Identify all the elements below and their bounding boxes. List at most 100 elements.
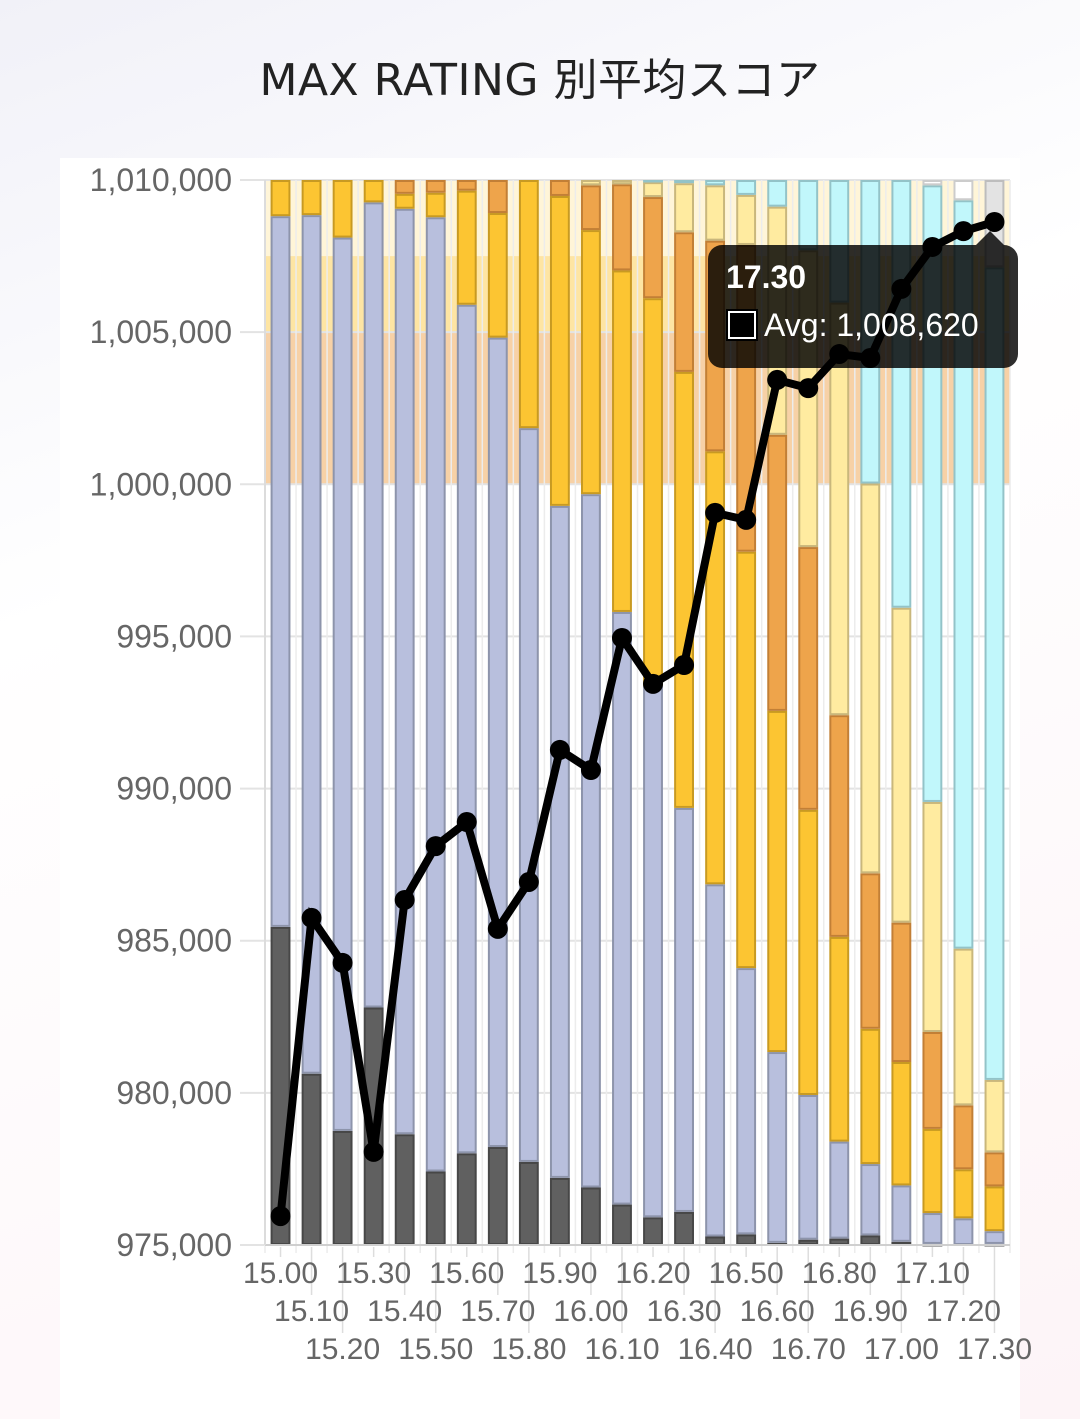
bar-segment-orange bbox=[643, 197, 663, 299]
bar-segment-lavender bbox=[922, 1213, 943, 1244]
bar-segment-lavender bbox=[767, 1052, 788, 1243]
bar-segment-orange bbox=[581, 185, 601, 231]
bar-segment-lavender bbox=[829, 1141, 850, 1239]
bar-segment-dark bbox=[332, 1130, 353, 1245]
x-tick-label: 15.50 bbox=[398, 1333, 473, 1366]
x-tick-label: 16.20 bbox=[615, 1257, 690, 1290]
bar-segment-gold bbox=[456, 190, 477, 305]
bar-segment-lavender bbox=[425, 217, 446, 1172]
avg-point bbox=[798, 378, 819, 399]
bar-segment-orange bbox=[953, 1105, 974, 1170]
avg-point bbox=[643, 673, 664, 694]
x-tick-label: 16.70 bbox=[771, 1333, 846, 1366]
tooltip-label: Avg: 1,008,620 bbox=[764, 307, 979, 343]
bar-segment-gold bbox=[860, 1028, 881, 1165]
bar-segment-cyan bbox=[736, 180, 757, 195]
bar-segment-gold bbox=[394, 193, 415, 209]
bar-segment-dark bbox=[643, 1217, 663, 1246]
avg-point bbox=[580, 760, 601, 781]
x-tick-label: 15.70 bbox=[460, 1295, 535, 1328]
avg-point bbox=[953, 221, 974, 242]
bar-segment-light-yellow bbox=[612, 180, 632, 185]
bar-segment-dark bbox=[425, 1171, 446, 1246]
bar-segment-orange bbox=[456, 180, 477, 191]
x-tick-label: 15.60 bbox=[429, 1257, 504, 1290]
bar-segment-dark bbox=[549, 1177, 570, 1246]
bar-segment-lavender bbox=[798, 1094, 819, 1240]
tooltip-swatch-icon bbox=[726, 309, 758, 341]
bar-segment-gold bbox=[301, 180, 322, 216]
avg-point bbox=[984, 211, 1005, 232]
bar-segment-light-yellow bbox=[736, 194, 757, 245]
bar-segment-orange bbox=[829, 715, 850, 937]
x-tick-label: 15.30 bbox=[336, 1257, 411, 1290]
bar-segment-lavender bbox=[394, 208, 415, 1135]
x-tick-label: 17.10 bbox=[895, 1257, 970, 1290]
bar-segment-light-yellow bbox=[891, 607, 912, 923]
x-tick-label: 17.30 bbox=[957, 1333, 1032, 1366]
bar-segment-dark bbox=[860, 1235, 881, 1246]
bar-segment-lavender bbox=[705, 884, 726, 1237]
bar-segment-orange bbox=[674, 232, 694, 372]
avg-point bbox=[332, 952, 353, 973]
bar-segment-dark bbox=[736, 1234, 757, 1245]
avg-point bbox=[363, 1141, 384, 1162]
bar-segment-orange bbox=[487, 180, 508, 214]
y-tick-label: 1,005,000 bbox=[90, 314, 232, 350]
bar-segment-lavender bbox=[518, 428, 539, 1162]
bar-segment-gold bbox=[922, 1128, 943, 1214]
bar-segment-light-yellow bbox=[674, 183, 694, 233]
bar-segment-gold bbox=[736, 551, 757, 969]
chart-title: MAX RATING 別平均スコア bbox=[259, 55, 821, 106]
bar-segment-light-yellow bbox=[643, 182, 663, 198]
bar-segment-dark bbox=[612, 1204, 632, 1246]
bar-segment-cyan bbox=[953, 200, 974, 949]
x-tick-label: 16.50 bbox=[709, 1257, 784, 1290]
bar-segment-cyan bbox=[767, 180, 788, 207]
x-tick-label: 15.10 bbox=[274, 1295, 349, 1328]
bar-segment-lavender bbox=[581, 494, 601, 1188]
bar-segment-orange bbox=[984, 1152, 1005, 1187]
bar-segment-gold bbox=[332, 180, 353, 238]
avg-point bbox=[705, 502, 726, 523]
bar-segment-dark bbox=[581, 1187, 601, 1245]
y-tick-label: 990,000 bbox=[116, 771, 232, 807]
bar-segment-dark bbox=[705, 1236, 726, 1246]
avg-point bbox=[767, 369, 788, 390]
bar-segment-gold bbox=[549, 195, 570, 506]
bar-segment-lavender bbox=[860, 1164, 881, 1236]
bar-segment-cyan bbox=[798, 180, 819, 251]
bar-segment-orange bbox=[860, 873, 881, 1029]
bar-segment-gold bbox=[425, 192, 446, 218]
bar-segment-dark bbox=[798, 1239, 819, 1245]
bar-segment-lavender bbox=[891, 1185, 912, 1242]
bar-segment-light-yellow bbox=[984, 1079, 1005, 1153]
bar-segment-dark bbox=[394, 1134, 415, 1245]
avg-point bbox=[736, 509, 757, 530]
x-tick-label: 15.80 bbox=[491, 1333, 566, 1366]
bar-segment-gold bbox=[674, 371, 694, 808]
x-tick-label: 17.20 bbox=[926, 1295, 1001, 1328]
bar-segment-white bbox=[953, 180, 974, 201]
x-tick-label: 16.10 bbox=[584, 1333, 659, 1366]
bar-segment-orange bbox=[549, 180, 570, 196]
bar-segment-dark bbox=[487, 1147, 508, 1246]
bar-segment-gold bbox=[891, 1062, 912, 1186]
x-tick-label: 16.00 bbox=[553, 1295, 628, 1328]
bar-segment-light-yellow bbox=[581, 180, 601, 186]
y-tick-label: 1,000,000 bbox=[90, 466, 232, 502]
tooltip-title: 17.30 bbox=[726, 259, 807, 295]
bar-segment-cyan bbox=[984, 267, 1005, 1080]
bar-segment-light-yellow bbox=[705, 185, 726, 241]
bar-segment-lavender bbox=[984, 1231, 1005, 1244]
bar-segment-gold bbox=[829, 936, 850, 1142]
bar-segment-gold bbox=[767, 710, 788, 1053]
bar-segment-lavender bbox=[487, 337, 508, 1148]
avg-point bbox=[425, 836, 446, 857]
avg-point bbox=[394, 889, 415, 910]
bar-segment-lavender bbox=[612, 611, 632, 1205]
bar-segment-cyan bbox=[674, 180, 694, 184]
bar-segment-cyan bbox=[643, 180, 663, 183]
bar-segment-lavender bbox=[301, 215, 322, 1074]
